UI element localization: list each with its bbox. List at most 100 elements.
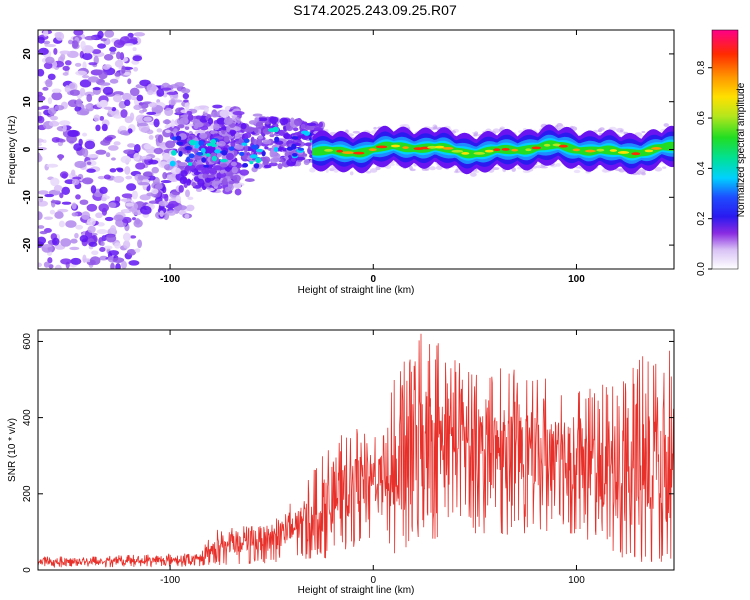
spectrogram-blob	[38, 111, 42, 117]
spectrogram-halo	[641, 172, 646, 176]
spectrogram-hotspot	[297, 147, 305, 151]
spectrogram-blob	[115, 263, 121, 269]
spectrogram-blob	[113, 141, 121, 146]
x-tick-label: -100	[160, 575, 180, 586]
spectrogram-blob	[162, 172, 168, 180]
spectrogram-blob	[75, 224, 84, 230]
spectrogram-blob	[230, 161, 237, 167]
spectrogram-blob	[137, 239, 142, 249]
spectrogram-blob	[102, 64, 111, 70]
spectrogram-blob	[222, 177, 228, 185]
spectrogram-blob	[98, 71, 108, 80]
spectrogram-blob	[162, 186, 167, 194]
spectrogram-blob	[185, 204, 195, 212]
spectrogram-blob	[53, 185, 63, 192]
spectrogram-blob	[120, 155, 132, 164]
spectrogram-blob	[116, 168, 124, 173]
spectrogram-blob	[84, 140, 96, 150]
spectrogram-blob	[111, 157, 116, 161]
spectrogram-blob	[257, 135, 264, 140]
spectrogram-hotspot	[188, 153, 195, 159]
spectrogram-blob	[184, 102, 190, 110]
spectrogram-blob	[43, 62, 53, 70]
spectrogram-blob	[235, 141, 240, 145]
spectrogram-halo	[429, 166, 436, 171]
spectrogram-blob	[142, 108, 147, 113]
snr-ticks: -100 0 100 0 200 400 600	[22, 330, 674, 586]
spectrogram-blob	[133, 143, 141, 153]
spectrogram-blob	[160, 180, 172, 184]
spectrogram-blob	[126, 183, 137, 191]
spectrogram-blob	[124, 43, 134, 47]
spectrogram-blob	[132, 47, 137, 52]
spectrogram-peak	[501, 148, 510, 151]
spectrogram-peak	[511, 148, 519, 152]
spectrogram-blob	[140, 155, 152, 160]
spectrogram-blob	[234, 188, 242, 196]
spectrogram-blob	[204, 182, 211, 188]
spectrogram-blob	[38, 106, 45, 111]
spectrogram-blob	[60, 238, 72, 247]
spectrogram-blob	[252, 138, 259, 145]
spectrogram-blob	[79, 199, 89, 205]
spectrogram-hotspot	[196, 151, 204, 156]
spectrogram-blob	[120, 109, 128, 118]
spectrogram-blob	[50, 200, 61, 204]
spectrogram-blob	[74, 105, 82, 112]
spectrogram-blob	[39, 230, 48, 235]
spectrogram-peak	[572, 148, 581, 152]
spectrogram-halo	[365, 170, 372, 174]
spectrogram-blob	[65, 220, 77, 228]
spectrogram-blob	[100, 139, 111, 146]
spectrogram-blob	[159, 210, 164, 218]
spectrogram-blob	[105, 152, 111, 158]
spectrogram-blob	[101, 197, 107, 202]
spectrogram-blob	[149, 102, 157, 108]
spectrogram-blob	[70, 169, 76, 177]
spectrogram-blob	[47, 107, 57, 115]
spectrogram-hotspot	[292, 152, 298, 157]
spectrogram-blob	[111, 106, 117, 112]
spectrogram-blob	[122, 92, 132, 102]
spectrogram-blob	[61, 201, 72, 205]
spectrogram-peak	[484, 149, 494, 153]
spectrogram-blob	[61, 186, 71, 196]
spectrogram-blob	[223, 135, 230, 143]
spectrogram-blob	[49, 209, 56, 215]
spectrogram-y-label: Frequency (Hz)	[7, 116, 18, 185]
y-tick-label: 600	[22, 333, 33, 350]
spectrogram-blob	[156, 128, 163, 133]
spectrogram-hotspot	[175, 135, 182, 141]
spectrogram-blob	[86, 161, 92, 165]
spectrogram-blob	[200, 125, 209, 131]
spectrogram-blob	[253, 127, 259, 134]
spectrogram-peak	[525, 148, 532, 152]
spectrogram-blob	[107, 145, 119, 151]
spectrogram-blob	[99, 255, 109, 261]
spectrogram-blob	[93, 114, 101, 122]
spectrogram-blob	[203, 107, 209, 113]
spectrogram-hotspot	[198, 140, 205, 146]
spectrogram-blob	[164, 107, 174, 117]
spectrogram-hotspot	[205, 153, 211, 157]
spectrogram-peak	[596, 148, 605, 152]
spectrogram-blob	[70, 257, 82, 265]
spectrogram-peak	[644, 149, 654, 153]
spectrogram-blob	[293, 118, 302, 126]
spectrogram-hotspot	[300, 130, 309, 135]
spectrogram-blob	[132, 55, 143, 62]
spectrogram-blob	[95, 149, 107, 155]
spectrogram-blob	[219, 109, 231, 118]
spectrogram-blob	[279, 117, 289, 126]
spectrogram-hotspot	[206, 142, 213, 147]
spectrogram-peak	[402, 146, 409, 150]
spectrogram-blob	[58, 120, 71, 126]
spectrogram-halo	[349, 171, 354, 176]
spectrogram-blob	[103, 174, 111, 180]
spectrogram-blob	[100, 241, 105, 247]
spectrogram-blob	[165, 140, 176, 149]
spectrogram-blob	[151, 166, 159, 174]
spectrogram-blob	[114, 72, 121, 77]
spectrogram-hotspot	[170, 150, 177, 156]
